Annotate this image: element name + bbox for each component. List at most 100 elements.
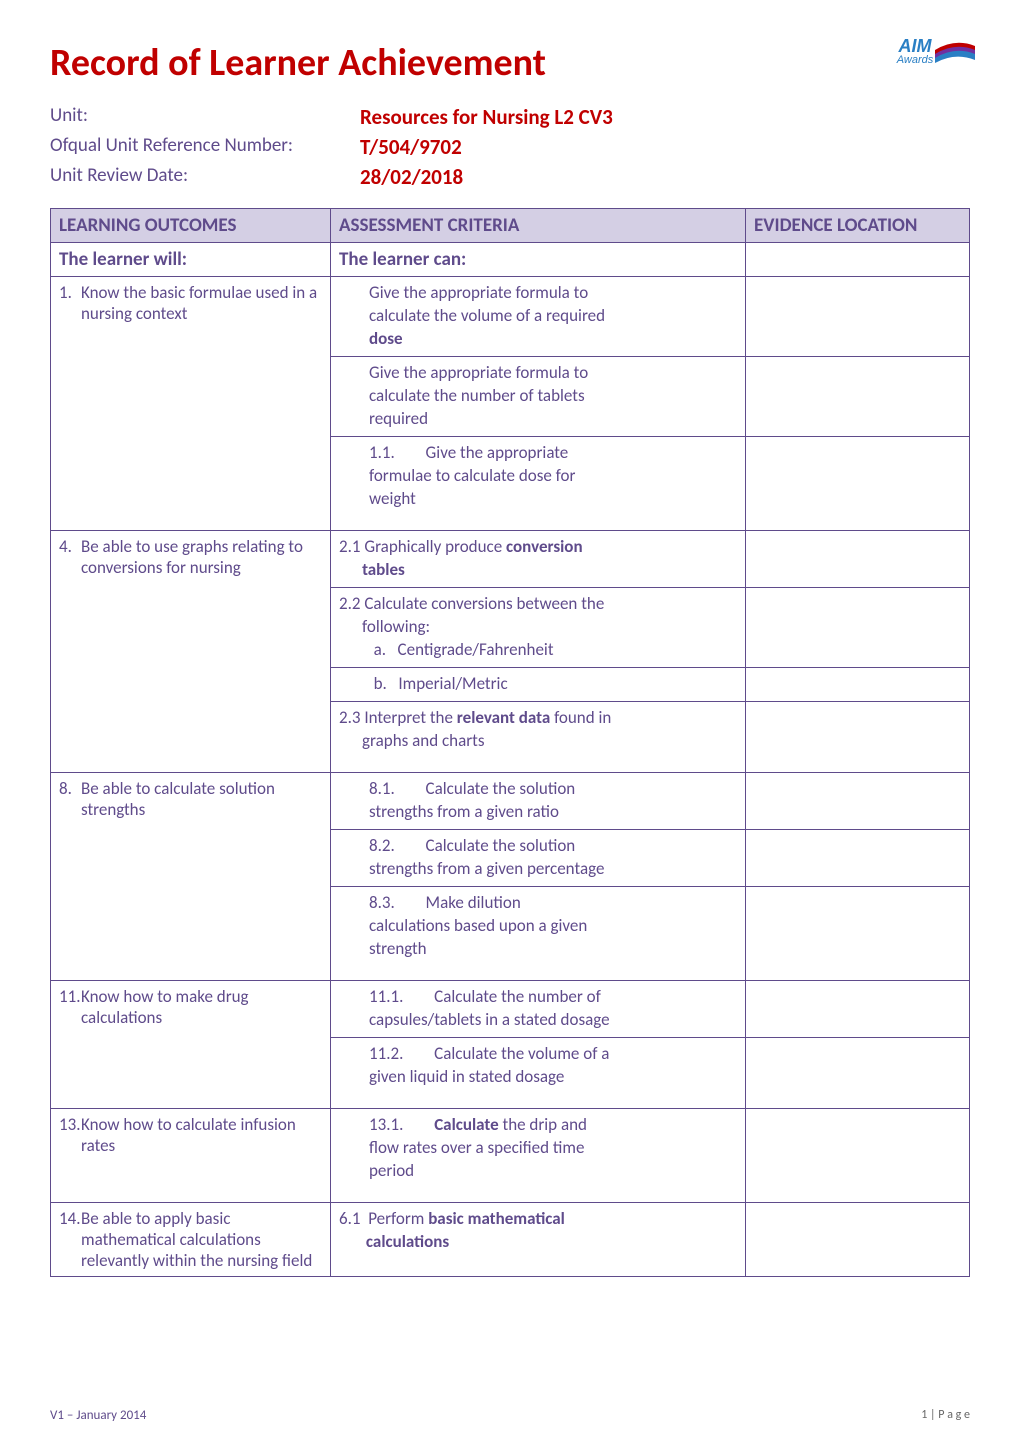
criteria-cell: 2.3 Interpret the relevant data found in…	[331, 702, 746, 773]
table-row: 13.Know how to calculate infusion rates1…	[51, 1109, 970, 1203]
outcome-number: 4.	[59, 536, 81, 557]
criteria-line: tables	[339, 559, 737, 580]
criteria-line: Give the appropriate formula to	[339, 282, 737, 303]
outcome-number: 8.	[59, 778, 81, 799]
criteria-cell: 8.1. Calculate the solutionstrengths fro…	[331, 773, 746, 830]
criteria-line: Give the appropriate formula to	[339, 362, 737, 383]
criteria-line: 8.2. Calculate the solution	[339, 835, 737, 856]
criteria-line: required	[339, 408, 737, 429]
achievement-table: LEARNING OUTCOMES ASSESSMENT CRITERIA EV…	[50, 208, 970, 1277]
criteria-cell: Give the appropriate formula tocalculate…	[331, 277, 746, 357]
outcome-cell: 1.Know the basic formulae used in a nurs…	[51, 277, 331, 531]
criteria-line: 11.1. Calculate the number of	[339, 986, 737, 1007]
review-date-value: 28/02/2018	[360, 164, 970, 190]
criteria-line: dose	[339, 328, 737, 349]
criteria-cell: b. Imperial/Metric	[331, 668, 746, 702]
outcome-text: Be able to calculate solution strengths	[81, 778, 318, 820]
subhead-outcomes: The learner will:	[51, 243, 331, 277]
criteria-line: 11.2. Calculate the volume of a	[339, 1043, 737, 1064]
criteria-line: 8.1. Calculate the solution	[339, 778, 737, 799]
outcome-text: Be able to use graphs relating to conver…	[81, 536, 318, 578]
evidence-cell	[746, 1203, 970, 1277]
criteria-line: strengths from a given ratio	[339, 801, 737, 822]
table-row: 4.Be able to use graphs relating to conv…	[51, 531, 970, 588]
criteria-cell: 8.2. Calculate the solutionstrengths fro…	[331, 830, 746, 887]
review-date-label: Unit Review Date:	[50, 164, 360, 190]
unit-header: Unit: Resources for Nursing L2 CV3 Ofqua…	[50, 104, 970, 190]
criteria-line: calculate the number of tablets	[339, 385, 737, 406]
outcome-text: Know the basic formulae used in a nursin…	[81, 282, 318, 324]
outcome-cell: 4.Be able to use graphs relating to conv…	[51, 531, 331, 773]
logo-swoop-icon	[935, 38, 975, 63]
outcome-cell: 13.Know how to calculate infusion rates	[51, 1109, 331, 1203]
evidence-cell	[746, 437, 970, 531]
unit-label: Unit:	[50, 104, 360, 130]
criteria-cell: 11.1. Calculate the number ofcapsules/ta…	[331, 981, 746, 1038]
footer-page-num: 1 | P a g e	[921, 1408, 970, 1423]
criteria-line: calculate the volume of a required	[339, 305, 737, 326]
criteria-line: formulae to calculate dose for	[339, 465, 737, 486]
criteria-cell: 2.1 Graphically produce conversion table…	[331, 531, 746, 588]
logo-line2: Awards	[897, 54, 933, 66]
evidence-cell	[746, 588, 970, 668]
criteria-line: 1.1. Give the appropriate	[339, 442, 737, 463]
aim-awards-logo: AIM Awards	[860, 38, 970, 88]
criteria-line: 2.2 Calculate conversions between the	[339, 593, 737, 614]
ofqual-value: T/504/9702	[360, 134, 970, 160]
footer-version: V1 – January 2014	[50, 1408, 146, 1423]
criteria-line: calculations based upon a given	[339, 915, 737, 936]
outcome-text: Know how to make drug calculations	[81, 986, 318, 1028]
evidence-cell	[746, 981, 970, 1038]
ofqual-label: Ofqual Unit Reference Number:	[50, 134, 360, 160]
criteria-line: b. Imperial/Metric	[339, 673, 737, 694]
page-title: Record of Learner Achievement	[50, 40, 970, 86]
outcome-number: 11.	[59, 986, 81, 1007]
outcome-cell: 11.Know how to make drug calculations	[51, 981, 331, 1109]
evidence-cell	[746, 830, 970, 887]
col-outcomes: LEARNING OUTCOMES	[51, 209, 331, 243]
outcome-cell: 8.Be able to calculate solution strength…	[51, 773, 331, 981]
table-row: 1.Know the basic formulae used in a nurs…	[51, 277, 970, 357]
table-row: 14.Be able to apply basic mathematical c…	[51, 1203, 970, 1277]
evidence-cell	[746, 668, 970, 702]
outcome-number: 14.	[59, 1208, 81, 1229]
evidence-cell	[746, 773, 970, 830]
col-criteria: ASSESSMENT CRITERIA	[331, 209, 746, 243]
criteria-cell: 11.2. Calculate the volume of agiven liq…	[331, 1038, 746, 1109]
outcome-number: 1.	[59, 282, 81, 303]
criteria-line: period	[339, 1160, 737, 1181]
criteria-line: 6.1 Perform basic mathematical	[339, 1208, 737, 1229]
criteria-line: given liquid in stated dosage	[339, 1066, 737, 1087]
evidence-cell	[746, 1038, 970, 1109]
table-subheader-row: The learner will: The learner can:	[51, 243, 970, 277]
evidence-cell	[746, 887, 970, 981]
page-footer: V1 – January 2014 1 | P a g e	[50, 1408, 970, 1423]
evidence-cell	[746, 357, 970, 437]
evidence-cell	[746, 702, 970, 773]
evidence-cell	[746, 1109, 970, 1203]
criteria-line: following:	[339, 616, 737, 637]
criteria-line: 8.3. Make dilution	[339, 892, 737, 913]
outcome-number: 13.	[59, 1114, 81, 1135]
outcome-cell: 14.Be able to apply basic mathematical c…	[51, 1203, 331, 1277]
criteria-cell: 13.1. Calculate the drip andflow rates o…	[331, 1109, 746, 1203]
criteria-cell: 6.1 Perform basic mathematical calculati…	[331, 1203, 746, 1277]
table-row: 11.Know how to make drug calculations 11.…	[51, 981, 970, 1038]
unit-value: Resources for Nursing L2 CV3	[360, 104, 970, 130]
subhead-criteria: The learner can:	[331, 243, 746, 277]
criteria-line: calculations	[339, 1231, 737, 1252]
criteria-line: strength	[339, 938, 737, 959]
evidence-cell	[746, 531, 970, 588]
logo-line1: AIM	[899, 38, 932, 54]
outcome-text: Know how to calculate infusion rates	[81, 1114, 318, 1156]
criteria-line: capsules/tablets in a stated dosage	[339, 1009, 737, 1030]
criteria-line: graphs and charts	[339, 730, 737, 751]
criteria-cell: Give the appropriate formula tocalculate…	[331, 357, 746, 437]
table-header-row: LEARNING OUTCOMES ASSESSMENT CRITERIA EV…	[51, 209, 970, 243]
criteria-cell: 2.2 Calculate conversions between the fo…	[331, 588, 746, 668]
criteria-line: 2.1 Graphically produce conversion	[339, 536, 737, 557]
subhead-evidence	[746, 243, 970, 277]
criteria-line: strengths from a given percentage	[339, 858, 737, 879]
criteria-line: a. Centigrade/Fahrenheit	[339, 639, 737, 660]
outcome-text: Be able to apply basic mathematical calc…	[81, 1208, 318, 1271]
